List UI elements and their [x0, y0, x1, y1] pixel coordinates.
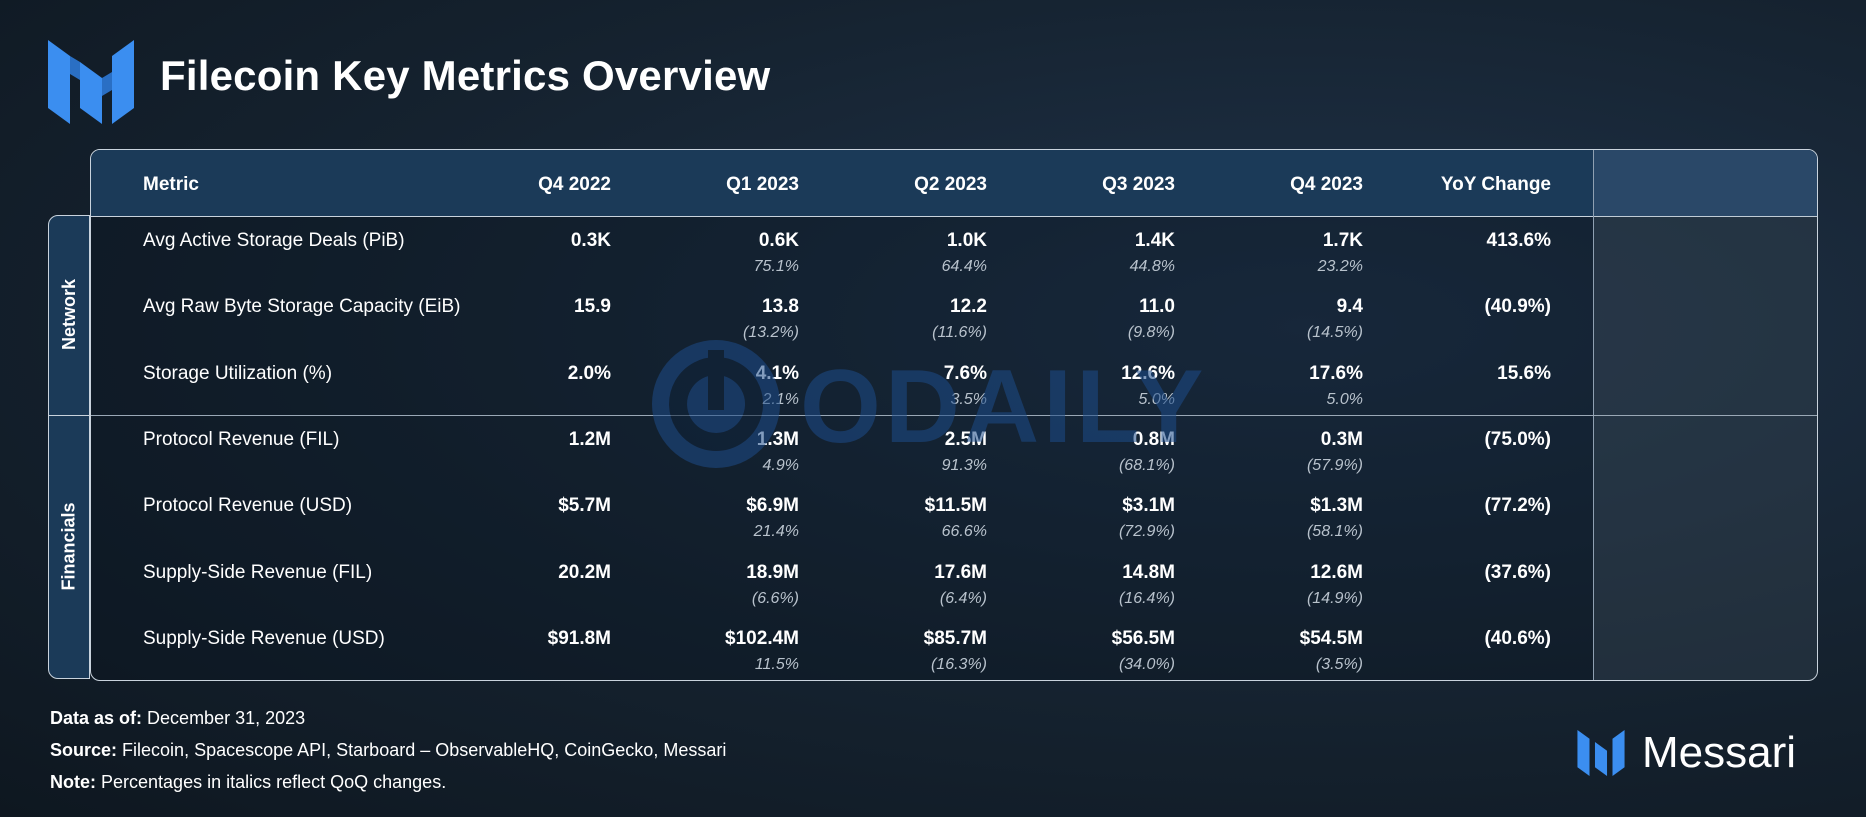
qoq-change: (16.3%)	[930, 655, 987, 673]
value-cell: 18.9M	[746, 561, 799, 583]
qoq-change: (3.5%)	[1315, 655, 1363, 673]
yoy-change: 413.6%	[1486, 230, 1551, 251]
qoq-change: (9.8%)	[1127, 324, 1175, 342]
qoq-change: 3.5%	[950, 390, 987, 408]
qoq-change: 75.1%	[753, 258, 799, 275]
column-header: Q1 2023	[726, 174, 799, 195]
value-cell: $54.5M	[1299, 627, 1363, 649]
column-header: Q4 2023	[1290, 174, 1363, 195]
value-cell: $102.4M	[725, 627, 799, 649]
value-cell: 2.0%	[567, 362, 611, 384]
value-cell: $5.7M	[558, 495, 611, 517]
metric-label: Protocol Revenue (FIL)	[143, 428, 340, 450]
qoq-change: (58.1%)	[1306, 523, 1363, 541]
value-cell: 12.6M	[1310, 561, 1363, 583]
metric-label: Avg Active Storage Deals (PiB)	[143, 230, 405, 251]
value-cell: 2.5M	[944, 428, 987, 450]
yoy-change: (40.6%)	[1484, 627, 1551, 649]
group-label-column	[48, 215, 91, 679]
metric-label: Protocol Revenue (USD)	[143, 495, 353, 517]
value-cell: $6.9M	[746, 495, 799, 517]
value-cell: $1.3M	[1310, 495, 1363, 517]
value-cell: $11.5M	[924, 495, 987, 517]
yoy-change: (77.2%)	[1484, 495, 1551, 517]
qoq-change: 23.2%	[1317, 258, 1363, 275]
value-cell: 12.2	[950, 296, 987, 318]
qoq-change: (6.4%)	[939, 589, 987, 607]
qoq-change: (11.6%)	[932, 324, 987, 342]
value-cell: 0.8M	[1132, 428, 1175, 450]
value-cell: $56.5M	[1111, 627, 1175, 649]
qoq-change: 91.3%	[941, 456, 987, 474]
qoq-change: 66.6%	[941, 523, 987, 541]
qoq-change: (72.9%)	[1118, 523, 1175, 541]
value-cell: $91.8M	[547, 627, 611, 649]
qoq-change: (57.9%)	[1306, 456, 1363, 474]
table-body: Metric Q4 2022 Q1 2023 Q2 2023 Q3 2023 Q4 202…	[90, 149, 1818, 681]
value-cell: 11.0	[1139, 296, 1175, 318]
column-header-yoy: YoY Change	[1440, 174, 1551, 195]
group-divider	[91, 415, 1817, 416]
footer-data-as-of: Data as of: December 31, 2023	[50, 708, 306, 728]
metric-label: Avg Raw Byte Storage Capacity (EiB)	[143, 296, 461, 318]
value-cell: 1.7K	[1322, 230, 1363, 251]
column-header: Q3 2023	[1102, 174, 1175, 195]
qoq-change: (14.9%)	[1306, 589, 1363, 607]
messari-small-logo-icon	[1577, 730, 1625, 776]
value-cell: 1.0K	[946, 230, 987, 251]
value-cell: 12.6%	[1121, 362, 1175, 384]
value-cell: 7.6%	[943, 362, 987, 384]
group-label-network: Network	[58, 278, 79, 351]
value-cell: $3.1M	[1122, 495, 1175, 517]
qoq-change: 21.4%	[753, 523, 799, 541]
qoq-change: (6.6%)	[751, 589, 799, 607]
value-cell: $85.7M	[923, 627, 987, 649]
qoq-change: 64.4%	[941, 258, 987, 275]
value-cell: 0.6K	[758, 230, 799, 251]
qoq-change: 5.0%	[1326, 390, 1363, 408]
value-cell: 0.3M	[1320, 428, 1363, 450]
messari-wordmark: Messari	[1642, 728, 1797, 777]
qoq-change: 2.1%	[762, 390, 799, 408]
footer-note: Note: Percentages in italics reflect QoQ…	[50, 772, 447, 792]
page-title: Filecoin Key Metrics Overview	[160, 52, 771, 99]
value-cell: 13.8	[762, 296, 799, 318]
yoy-change: 15.6%	[1497, 362, 1551, 384]
value-cell: 1.4K	[1134, 230, 1175, 251]
qoq-change: 4.9%	[762, 456, 799, 474]
qoq-change: 5.0%	[1138, 390, 1175, 408]
value-cell: 4.1%	[755, 362, 799, 384]
value-cell: 17.6%	[1309, 362, 1363, 384]
value-cell: 15.9	[574, 296, 611, 318]
yoy-change: (75.0%)	[1484, 428, 1551, 450]
value-cell: 1.3M	[756, 428, 799, 450]
column-header: Q2 2023	[914, 174, 987, 195]
messari-logo-icon	[48, 40, 134, 124]
column-header-metric: Metric	[143, 174, 199, 195]
value-cell: 0.3K	[570, 230, 611, 251]
qoq-change: (13.2%)	[742, 324, 799, 342]
qoq-change: 11.5%	[754, 655, 799, 673]
footer-source: Source: Filecoin, Spacescope API, Starbo…	[50, 740, 727, 760]
value-cell: 9.4	[1336, 296, 1363, 318]
qoq-change: 44.8%	[1129, 258, 1175, 275]
yoy-change: (40.9%)	[1484, 296, 1551, 318]
messari-brand: Messari	[1576, 726, 1826, 778]
value-cell: 17.6M	[934, 561, 987, 583]
qoq-change: (14.5%)	[1306, 324, 1363, 342]
value-cell: 20.2M	[558, 561, 611, 583]
yoy-change: (37.6%)	[1484, 561, 1551, 583]
metric-label: Supply-Side Revenue (USD)	[143, 627, 385, 649]
qoq-change: (16.4%)	[1118, 589, 1175, 607]
metric-label: Storage Utilization (%)	[143, 362, 333, 384]
metrics-table: Metric Q4 2022 Q1 2023 Q2 2023 Q3 2023 Q4 202…	[48, 149, 1818, 681]
value-cell: 14.8M	[1122, 561, 1175, 583]
qoq-change: (34.0%)	[1118, 655, 1175, 673]
group-label-financials: Financials	[58, 502, 79, 591]
value-cell: 1.2M	[568, 428, 611, 450]
qoq-change: (68.1%)	[1118, 456, 1175, 474]
table-header-row	[91, 150, 1817, 217]
metric-label: Supply-Side Revenue (FIL)	[143, 561, 373, 583]
column-header: Q4 2022	[538, 174, 611, 195]
